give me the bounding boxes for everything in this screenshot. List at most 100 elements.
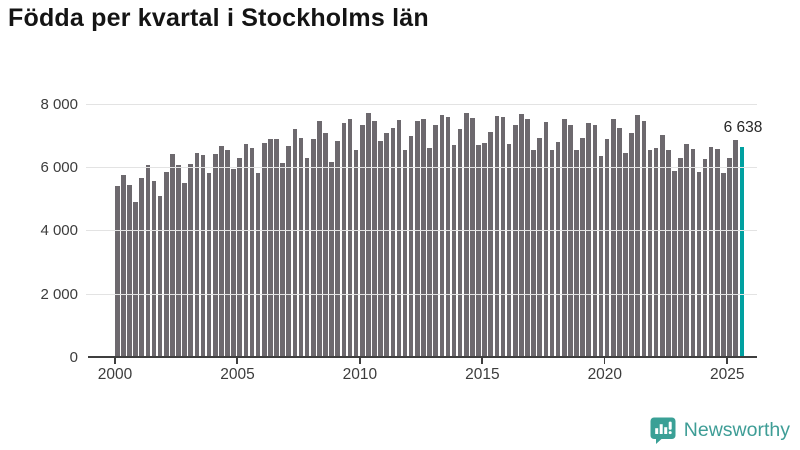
bar [206,173,212,357]
bar [684,143,689,357]
bar [268,139,273,357]
bar [212,154,218,357]
x-tick-label: 2005 [220,366,255,383]
bar [721,172,726,357]
bar [176,165,181,357]
bar [304,157,310,357]
bar [274,139,279,357]
newsworthy-speech-bubble-chart-icon [649,416,677,445]
bar [402,149,408,357]
bar [243,143,249,357]
x-tick-mark [726,358,728,364]
bar [678,158,683,357]
bar [255,172,261,357]
bar [347,119,353,357]
bar [733,140,738,357]
bar [445,116,451,357]
bar [286,146,292,357]
y-tick-label: 6 000 [40,158,78,176]
bar [329,161,334,357]
bar [127,184,132,357]
bar [384,133,389,357]
x-tick-mark [114,358,116,364]
bar [317,121,322,357]
bar [641,120,647,357]
bar [580,138,585,357]
bar-highlighted [739,146,745,357]
chart-title: Födda per kvartal i Stockholms län [8,4,429,32]
x-tick-mark [481,358,483,364]
bar [390,127,396,357]
bar [672,171,677,357]
bar [298,137,304,357]
bar [115,186,120,357]
bar [543,121,549,357]
x-tick-mark [358,358,361,364]
bar [225,149,230,357]
bar [549,149,555,357]
gridline [86,293,757,295]
bar-series [114,90,754,357]
x-tick-label: 2020 [587,366,623,383]
bar [341,122,347,357]
x-tick-mark [236,358,239,364]
y-tick-label: 4 000 [40,222,78,240]
bar [121,174,126,357]
bar [372,121,377,357]
bar [323,132,328,357]
bar [219,146,224,357]
bar [506,143,512,357]
bar [182,182,187,357]
bar [151,181,157,357]
bar [457,129,463,357]
bar [335,140,340,357]
bar [561,119,567,357]
bar [623,153,628,357]
bar [231,169,236,357]
bar [647,149,653,357]
bar [715,149,720,357]
bar [696,171,702,357]
bar [261,143,267,357]
highlight-value-label: 6 638 [723,119,763,136]
gridline [86,166,757,168]
plot-area [88,90,757,357]
bar [378,140,383,357]
newsworthy-logo[interactable]: Newsworthy [649,414,790,446]
bar [610,119,616,357]
bar [470,117,475,357]
x-tick-label: 2025 [710,366,745,383]
bar [488,131,494,357]
bar [568,125,573,357]
bar [145,165,151,357]
gridline [86,230,757,232]
newsworthy-wordmark: Newsworthy [683,418,790,441]
x-tick-label: 2015 [465,366,500,383]
bar [427,148,432,357]
bar [359,124,365,357]
bar [396,120,402,357]
bar [666,150,671,357]
bar [617,128,622,357]
x-tick-label: 2000 [97,366,133,383]
bar [702,159,708,357]
bar [494,115,500,357]
bar [133,201,138,357]
bar [635,115,641,357]
bar [708,146,714,357]
bar [439,115,445,357]
bar [463,113,469,357]
bar [598,156,604,357]
bar [537,138,543,357]
bar [727,157,732,357]
bar [408,136,414,357]
y-tick-label: 8 000 [40,95,78,113]
y-tick-label: 2 000 [40,285,78,303]
bar [188,164,194,357]
bar [653,147,659,357]
bar [500,116,506,357]
bar [163,171,169,357]
bar [519,114,524,357]
bar [451,145,457,357]
bar [415,121,420,357]
